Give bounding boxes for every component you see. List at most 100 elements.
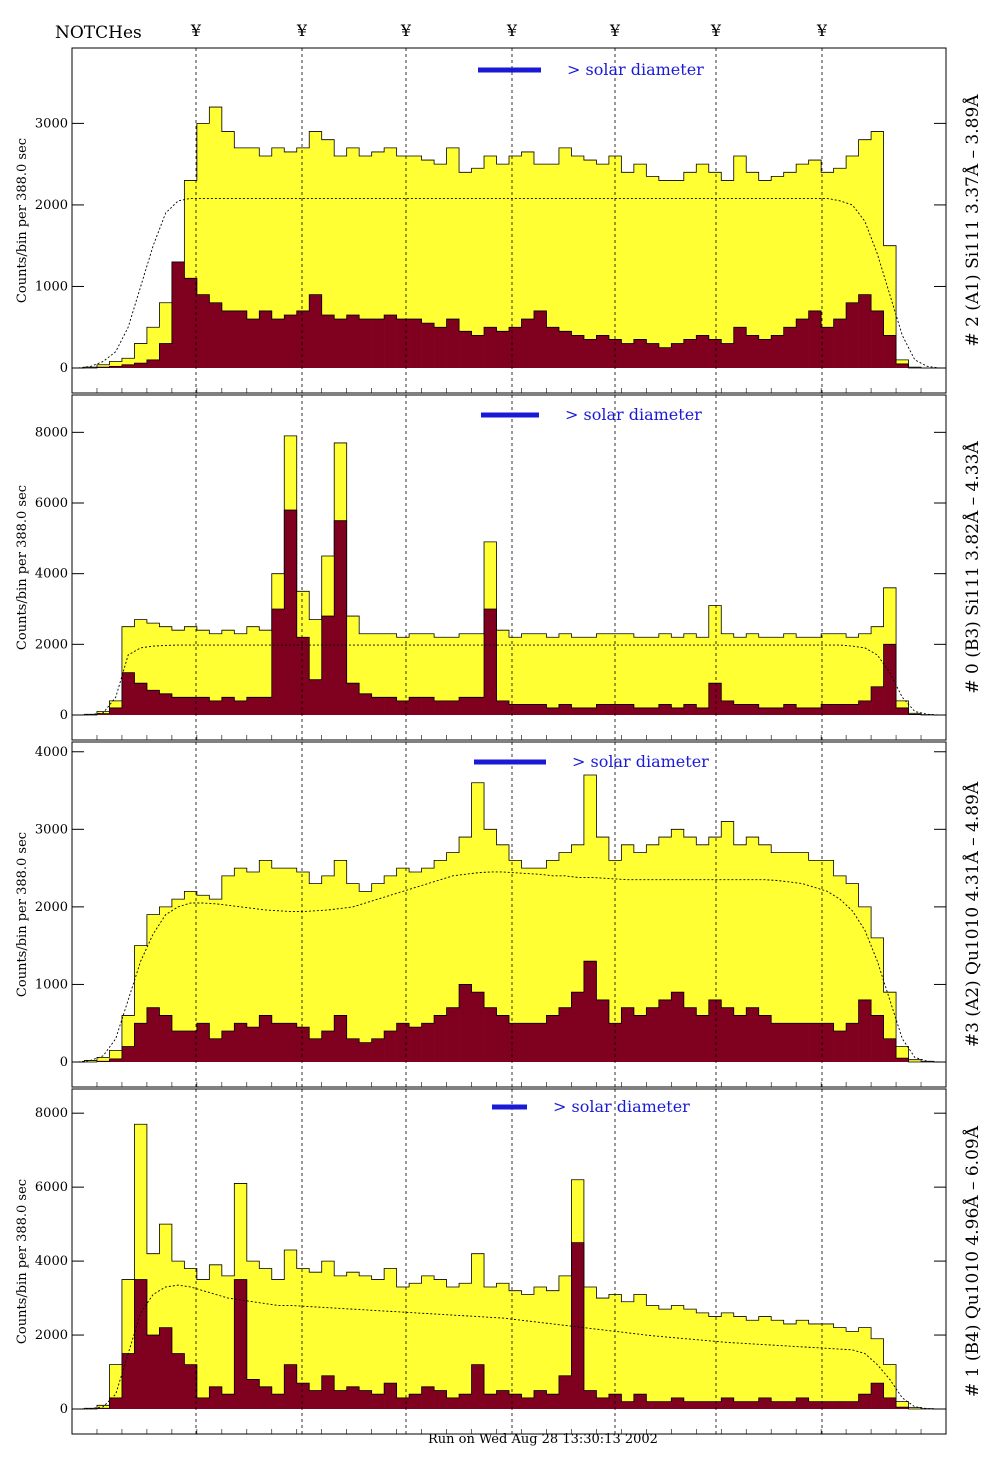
total-counts-bar	[434, 860, 447, 1062]
total-counts-bar	[696, 637, 710, 715]
total-counts-bar	[384, 875, 397, 1062]
subset-counts-bar	[833, 1030, 847, 1062]
subset-counts-bar	[409, 319, 422, 368]
subset-counts-bar	[883, 1038, 897, 1062]
subset-counts-bar	[384, 1030, 397, 1062]
total-counts-bar	[796, 852, 809, 1062]
subset-counts-bar	[621, 1007, 635, 1062]
subset-counts-bar	[321, 616, 335, 715]
total-counts-outline	[72, 774, 946, 1063]
subset-counts-bar	[146, 1335, 160, 1409]
total-counts-bar	[633, 637, 647, 715]
subset-counts-bar	[808, 707, 822, 715]
subset-counts-bar	[421, 1386, 435, 1409]
notch-markers: ¥ ¥ ¥ ¥ ¥ ¥ ¥	[190, 21, 828, 40]
subset-counts-bar	[871, 1383, 884, 1409]
total-counts-bar	[783, 172, 797, 368]
subset-counts-bar	[171, 1030, 185, 1062]
panel-a2-qu1010: 0 1000 2000 3000 4000 Counts/bin per 388.0 se…	[15, 741, 983, 1088]
subset-counts-bar	[608, 339, 622, 368]
subset-counts-bar	[733, 327, 747, 368]
subset-counts-bar	[334, 1390, 347, 1409]
subset-counts-bar	[571, 992, 585, 1062]
subset-counts-bar	[746, 704, 760, 715]
subset-counts-bar	[596, 335, 610, 368]
subset-counts-bar	[721, 343, 735, 368]
total-counts-bar	[546, 1290, 560, 1409]
subset-counts-bar	[546, 707, 560, 715]
subset-counts-bar	[359, 1390, 372, 1409]
subset-counts-bar	[896, 707, 909, 715]
subset-counts-bar	[259, 1386, 273, 1409]
subset-counts-bar	[371, 1394, 385, 1409]
model-curve	[78, 644, 940, 716]
subset-counts-bar	[796, 319, 809, 368]
total-counts-bar	[96, 364, 110, 368]
total-counts-outline	[72, 1123, 946, 1410]
subset-counts-bar	[621, 343, 635, 368]
total-counts-bar	[746, 837, 760, 1062]
total-counts-bar	[658, 180, 672, 368]
total-counts-bar	[671, 637, 685, 715]
subset-counts-bar	[259, 697, 273, 715]
subset-counts-bar	[708, 999, 722, 1062]
total-counts-bar	[771, 176, 784, 368]
total-counts-bar	[446, 637, 460, 715]
subset-counts-bar	[234, 310, 248, 368]
total-counts-bar	[596, 1298, 610, 1409]
subset-counts-bar	[721, 700, 735, 715]
y-tick-label: 2000	[35, 198, 68, 213]
subset-counts-bar	[708, 339, 722, 368]
subset-counts-bar	[259, 1015, 273, 1062]
total-counts-bar	[184, 891, 198, 1062]
total-counts-bar	[271, 868, 285, 1062]
total-counts-bar	[583, 637, 597, 715]
subset-counts-bar	[171, 697, 185, 715]
total-counts-bar	[359, 891, 372, 1062]
total-counts-bar	[608, 156, 622, 368]
subset-counts-outline	[72, 1242, 946, 1410]
total-counts-bar	[434, 164, 447, 368]
subset-counts-bar	[721, 1007, 735, 1062]
total-counts-bar	[109, 1050, 123, 1062]
subset-counts-bar	[821, 1023, 834, 1062]
total-counts-bar	[409, 156, 422, 368]
subset-counts-bar	[384, 697, 397, 715]
subset-counts-bar	[683, 339, 697, 368]
total-counts-bar	[633, 164, 647, 368]
total-counts-bar	[184, 626, 198, 715]
total-counts-bar	[346, 883, 360, 1062]
subset-counts-bar	[696, 707, 710, 715]
subset-counts-bar	[234, 1023, 248, 1062]
total-counts-bar	[321, 875, 335, 1062]
total-counts-bar	[96, 1057, 110, 1062]
solar-diameter-label: > solar diameter	[567, 60, 704, 79]
model-curve	[78, 197, 940, 369]
y-tick-label: 1000	[35, 279, 68, 294]
subset-counts-bar	[683, 1007, 697, 1062]
total-counts-bar	[621, 172, 635, 368]
total-counts-bar	[234, 868, 248, 1062]
total-counts-bar	[558, 147, 572, 368]
subset-counts-bar	[833, 319, 847, 368]
subset-counts-bar	[396, 1023, 410, 1062]
subset-counts-bar	[783, 1023, 797, 1062]
subset-counts-bar	[296, 637, 310, 715]
total-counts-bar	[334, 860, 347, 1062]
total-counts-bar	[221, 630, 235, 715]
subset-counts-bar	[496, 1390, 510, 1409]
subset-counts-bar	[758, 1015, 772, 1062]
y-tick-label: 2000	[35, 637, 68, 652]
total-counts-bar	[546, 637, 560, 715]
subset-counts-bar	[209, 1386, 223, 1409]
subset-counts-bar	[484, 609, 497, 715]
subset-counts-bar	[121, 1353, 135, 1409]
subset-counts-bar	[309, 679, 323, 715]
subset-counts-bar	[571, 707, 585, 715]
subset-counts-bar	[883, 644, 897, 715]
notch-marker-4: ¥	[506, 21, 518, 40]
subset-counts-bar	[796, 1397, 809, 1409]
subset-counts-bar	[171, 1353, 185, 1409]
total-counts-bar	[221, 875, 235, 1062]
total-counts-bar	[633, 1294, 647, 1409]
